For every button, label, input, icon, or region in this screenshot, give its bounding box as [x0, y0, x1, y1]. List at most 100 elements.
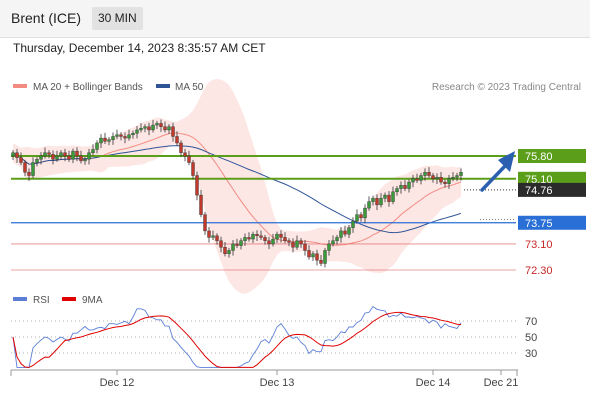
candle	[383, 192, 387, 203]
candle	[211, 230, 215, 241]
rsi-level-label: 70	[525, 316, 537, 328]
candle	[59, 150, 63, 160]
candle	[439, 171, 443, 185]
candle	[331, 235, 335, 247]
candle	[239, 238, 243, 250]
x-axis-label: Dec 21	[484, 377, 519, 389]
candle	[303, 240, 307, 256]
candle	[431, 172, 435, 183]
candle	[391, 186, 395, 205]
candle	[395, 185, 399, 196]
bollinger-legend-swatch	[13, 84, 27, 88]
resistance-label-box	[518, 171, 586, 186]
candle	[35, 156, 39, 167]
candle	[231, 240, 235, 256]
candle	[191, 159, 195, 180]
candle	[219, 236, 223, 253]
chart-header: Brent (ICE) 30 MIN	[0, 0, 590, 38]
candle	[379, 193, 383, 208]
candle	[167, 124, 171, 134]
candle	[63, 148, 67, 162]
candle	[51, 150, 55, 165]
candle	[27, 168, 31, 181]
candle	[207, 227, 211, 243]
candle	[375, 194, 379, 211]
candle	[355, 209, 359, 224]
candle	[371, 195, 375, 206]
candle	[319, 255, 323, 267]
ma9-legend-label: 9MA	[82, 295, 103, 306]
candle	[91, 144, 95, 156]
x-axis-label: Dec 13	[260, 377, 295, 389]
candle	[339, 227, 343, 243]
candle	[267, 236, 271, 250]
candle	[111, 132, 115, 145]
candle	[255, 230, 259, 242]
forecast-arrow	[480, 151, 515, 192]
candle	[43, 147, 47, 159]
candle	[459, 168, 463, 181]
candle	[279, 230, 283, 243]
candle	[415, 173, 419, 184]
instrument-title: Brent (ICE)	[11, 10, 82, 26]
candle	[15, 148, 19, 163]
candle	[315, 249, 319, 266]
candle	[419, 172, 423, 185]
current-label: 74.76	[525, 185, 553, 197]
ma50-legend-swatch	[156, 84, 170, 88]
x-axis-label: Dec 12	[100, 377, 135, 389]
copyright-text: Research © 2023 Trading Central	[432, 82, 581, 93]
candle	[163, 121, 167, 133]
rsi-level-label: 30	[525, 348, 537, 360]
ma50-legend-label: MA 50	[175, 82, 204, 93]
candle	[347, 225, 351, 239]
current-label-box	[518, 182, 586, 197]
forecast-arrow-shaft	[480, 164, 507, 192]
interval-button[interactable]: 30 MIN	[92, 7, 143, 30]
candle	[11, 150, 15, 160]
candle	[175, 131, 179, 146]
candle	[127, 129, 131, 141]
candle	[387, 191, 391, 207]
candle	[151, 119, 155, 133]
candle	[327, 240, 331, 256]
candle	[139, 123, 143, 133]
x-axis-labels: Dec 12 Dec 13 Dec 14 Dec 21	[100, 370, 519, 389]
bollinger-legend-label: MA 20 + Bollinger Bands	[33, 82, 143, 93]
rsi-panel: 70 50 30	[11, 305, 537, 368]
candle	[427, 167, 431, 179]
candle	[107, 137, 111, 146]
candle	[87, 148, 91, 165]
candle	[367, 196, 371, 211]
candle	[323, 247, 327, 268]
candle	[83, 156, 87, 165]
candle	[271, 233, 275, 247]
ma9-legend-swatch	[62, 297, 76, 301]
candle	[335, 234, 339, 245]
rsi-ma9-line	[12, 311, 462, 368]
x-axis-label: Dec 14	[416, 377, 451, 389]
rsi-legend-label: RSI	[33, 295, 50, 306]
forecast-arrow-head	[498, 151, 515, 172]
candle	[203, 212, 207, 235]
support-label: 72.30	[525, 265, 553, 277]
rsi-level-label: 50	[525, 332, 537, 344]
candle	[243, 233, 247, 246]
candle	[351, 217, 355, 233]
bollinger-band	[13, 78, 461, 294]
candle	[455, 172, 459, 182]
bollinger-band-area	[13, 78, 461, 294]
candle	[407, 179, 411, 193]
candle	[275, 231, 279, 243]
candle	[155, 120, 159, 129]
candle	[39, 152, 43, 165]
candle	[187, 150, 191, 166]
candle	[403, 180, 407, 192]
candle	[135, 126, 139, 139]
candle	[171, 122, 175, 142]
candle	[123, 132, 127, 144]
candle	[67, 150, 71, 162]
candle	[223, 241, 227, 257]
